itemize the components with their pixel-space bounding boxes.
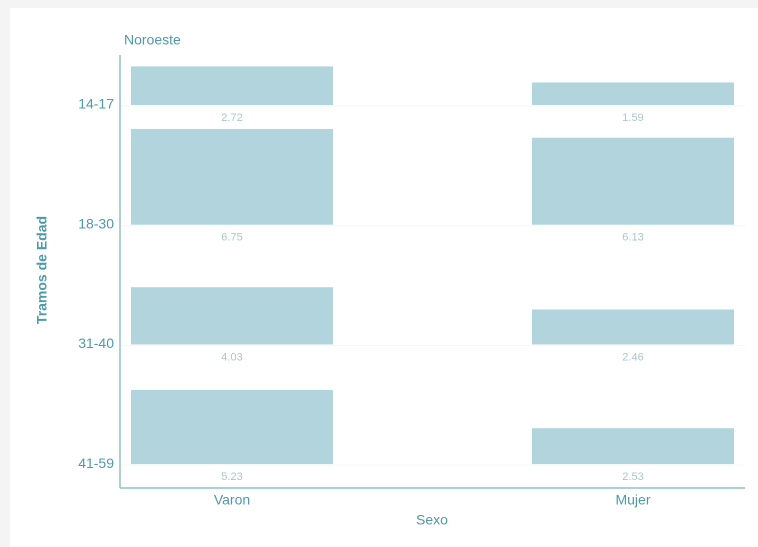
bar (131, 66, 333, 105)
value-label: 2.72 (221, 112, 242, 124)
y-tick-label: 14-17 (78, 96, 114, 112)
chart-title: Noroeste (124, 32, 181, 48)
y-tick-label: 41-59 (78, 455, 114, 471)
value-label: 4.03 (221, 351, 242, 363)
y-axis-label: Tramos de Edad (34, 216, 50, 324)
x-axis-label: Sexo (416, 512, 448, 528)
bar (131, 389, 333, 465)
bar (532, 82, 734, 105)
value-label: 5.23 (221, 471, 242, 483)
x-tick-label: Varon (214, 492, 250, 508)
x-tick-label: Mujer (615, 492, 650, 508)
value-label: 6.75 (221, 232, 242, 244)
bar (131, 128, 333, 225)
bar (131, 287, 333, 345)
value-label: 1.59 (622, 112, 643, 124)
value-label: 2.53 (622, 471, 643, 483)
bar (532, 137, 734, 225)
value-label: 2.46 (622, 351, 643, 363)
value-label: 6.13 (622, 232, 643, 244)
bar (532, 309, 734, 345)
bar (532, 428, 734, 465)
y-tick-label: 31-40 (78, 335, 114, 351)
y-tick-label: 18-30 (78, 215, 114, 231)
